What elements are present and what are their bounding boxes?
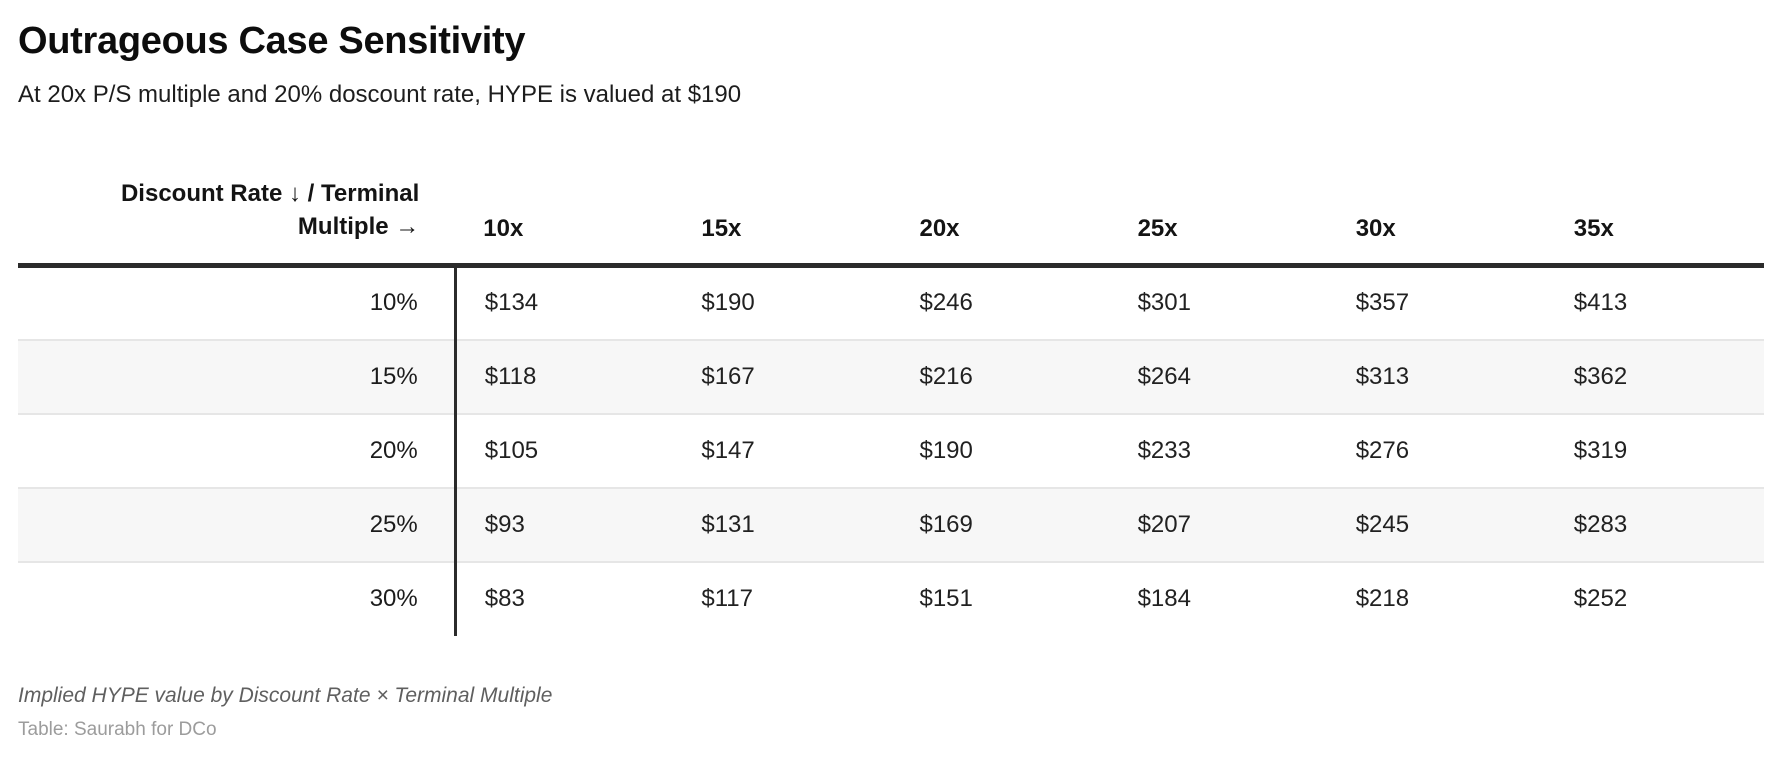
table-row: 10% $134 $190 $246 $301 $357 $413	[18, 265, 1764, 340]
value-cell: $264	[1109, 338, 1328, 415]
value-cell: $313	[1327, 338, 1546, 415]
table-row: 15% $118 $167 $216 $264 $313 $362	[18, 338, 1764, 415]
value-cell: $147	[701, 436, 755, 464]
value-cell: $301	[1137, 289, 1191, 317]
column-header-30x: 30x	[1327, 149, 1546, 269]
row-header: 10%	[18, 265, 457, 340]
value-cell: $413	[1573, 289, 1628, 317]
column-header-25x: 25x	[1109, 149, 1328, 269]
value-cell: $218	[1355, 585, 1410, 613]
value-cell: $151	[919, 585, 973, 613]
header-row: Discount Rate ↓ / Terminal Multiple → 10…	[18, 149, 1764, 269]
value-cell: $93	[455, 486, 674, 563]
row-header: 25%	[18, 486, 457, 563]
footer-note: Implied HYPE value by Discount Rate × Te…	[18, 683, 553, 707]
value-cell: $190	[919, 436, 973, 464]
table-row: 20% $105 $147 $190 $233 $276 $319	[18, 413, 1764, 488]
value-cell: $105	[484, 436, 539, 464]
page-title: Outrageous Case Sensitivity	[18, 20, 526, 62]
footer-credit: Table: Saurabh for DCo	[18, 718, 217, 740]
column-header-10x: 10x	[455, 149, 674, 269]
value-cell: $169	[891, 486, 1110, 563]
row-header: 15%	[18, 338, 457, 415]
value-cell: $117	[701, 585, 753, 613]
value-cell: $252	[1573, 585, 1628, 613]
value-cell: $233	[1137, 436, 1191, 464]
value-cell: $319	[1573, 436, 1628, 464]
value-cell: $245	[1327, 486, 1546, 563]
column-header-20x: 20x	[891, 149, 1110, 269]
value-cell: $134	[484, 289, 539, 317]
sensitivity-table: Discount Rate ↓ / Terminal Multiple → 10…	[18, 149, 1764, 636]
value-cell: $131	[673, 486, 892, 563]
table-row: 30% $83 $117 $151 $184 $218 $252	[18, 561, 1764, 636]
value-cell: $276	[1355, 436, 1410, 464]
value-cell: $184	[1137, 585, 1191, 613]
column-header-15x: 15x	[673, 149, 892, 269]
value-cell: $246	[919, 289, 973, 317]
corner-header: Discount Rate ↓ / Terminal Multiple →	[18, 149, 456, 269]
page-subtitle: At 20x P/S multiple and 20% doscount rat…	[18, 80, 742, 108]
column-header-35x: 35x	[1545, 149, 1764, 269]
value-cell: $190	[701, 289, 755, 317]
footer: Implied HYPE value by Discount Rate × Te…	[18, 684, 1766, 741]
value-cell: $357	[1355, 289, 1410, 317]
value-cell: $83	[484, 585, 525, 613]
value-cell: $118	[455, 338, 674, 415]
row-header: 30%	[18, 561, 457, 636]
value-cell: $207	[1109, 486, 1328, 563]
value-cell: $167	[673, 338, 892, 415]
row-header: 20%	[18, 413, 457, 488]
value-cell: $362	[1545, 338, 1764, 415]
corner-header-line1: Discount Rate ↓ / Terminal	[120, 180, 420, 208]
corner-header-line2: Multiple →	[297, 212, 420, 240]
value-cell: $216	[891, 338, 1110, 415]
table-graphic: Outrageous Case Sensitivity At 20x P/S m…	[18, 20, 1766, 741]
table-row: 25% $93 $131 $169 $207 $245 $283	[18, 486, 1764, 563]
value-cell: $283	[1545, 486, 1764, 563]
